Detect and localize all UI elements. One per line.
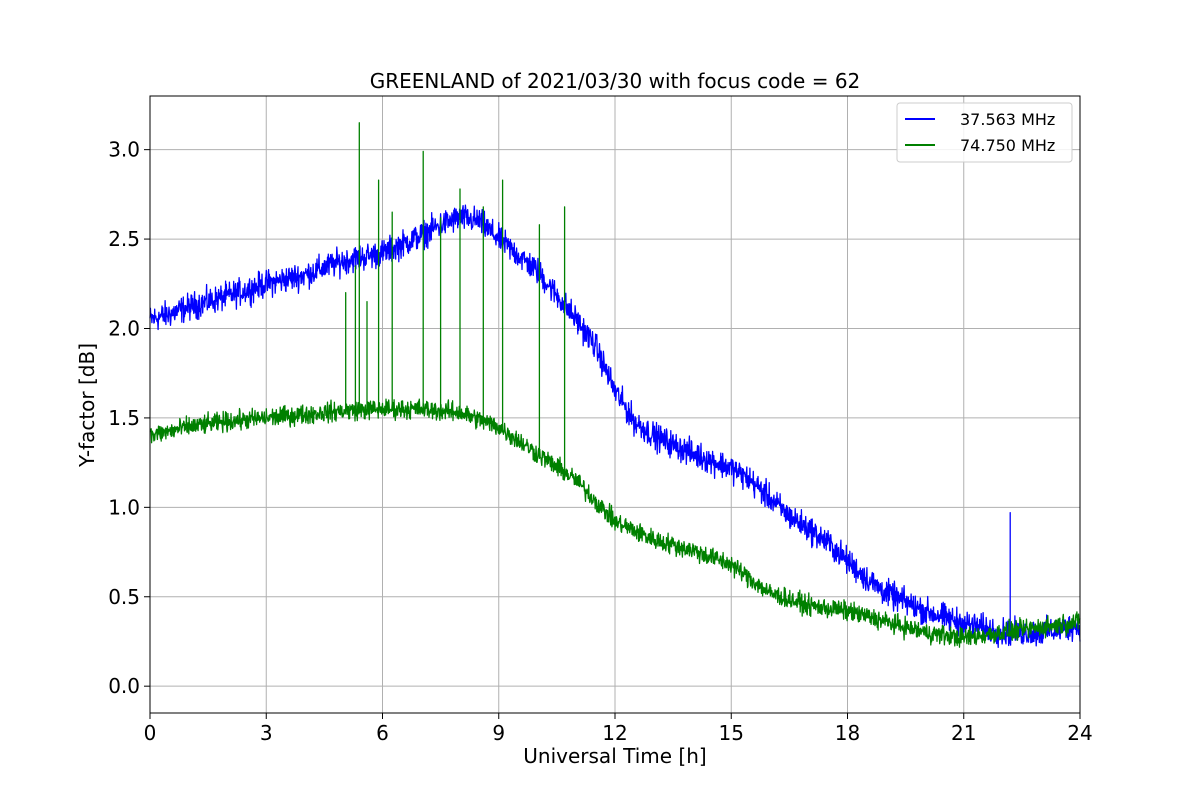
legend-box <box>896 102 1073 163</box>
axis-ticks: 0 3 6 9 12 15 18 21 24 0.0 0.5 1.0 1.5 2.0 2.5 3.0 <box>108 138 1093 745</box>
y-tick-label: 2.0 <box>108 316 140 340</box>
y-tick-label: 1.0 <box>108 495 140 519</box>
series-line-2 <box>149 122 1081 648</box>
y-tick-label: 2.5 <box>108 227 140 251</box>
y-tick-label: 1.5 <box>108 406 140 430</box>
x-tick-label: 21 <box>951 721 976 745</box>
x-tick-label: 0 <box>144 721 157 745</box>
y-tick-label: 3.0 <box>108 138 140 162</box>
chart-title: GREENLAND of 2021/03/30 with focus code … <box>370 69 861 93</box>
series-line-1 <box>149 204 1081 648</box>
x-axis-title: Universal Time [h] <box>523 744 706 768</box>
x-tick-label: 15 <box>719 721 744 745</box>
x-tick-label: 9 <box>492 721 505 745</box>
legend-label-series-2: 74.750 MHz <box>960 136 1055 155</box>
x-tick-label: 24 <box>1067 721 1092 745</box>
x-tick-label: 12 <box>602 721 627 745</box>
y-tick-label: 0.5 <box>108 585 140 609</box>
x-tick-label: 6 <box>376 721 389 745</box>
y-tick-label: 0.0 <box>108 674 140 698</box>
legend: 37.563 MHz 74.750 MHz <box>896 102 1073 163</box>
legend-label-series-1: 37.563 MHz <box>960 110 1055 129</box>
x-tick-label: 3 <box>260 721 273 745</box>
y-axis-title: Y-factor [dB] <box>75 343 99 468</box>
series-lines <box>149 122 1081 648</box>
x-tick-label: 18 <box>835 721 860 745</box>
